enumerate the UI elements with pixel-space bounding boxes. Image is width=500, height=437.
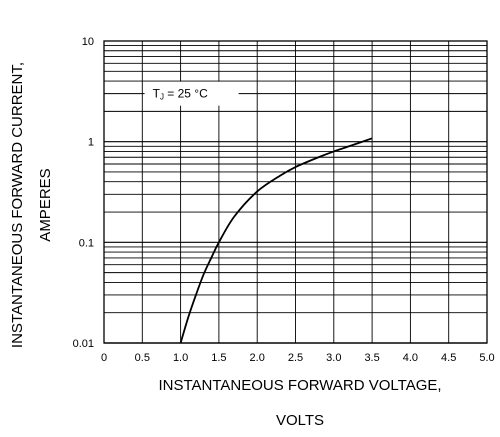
x-tick-label: 3.5 [364, 352, 379, 364]
y-axis-title-line2: AMPERES [37, 168, 54, 241]
temperature-annotation-box [144, 81, 239, 106]
annotation-layer: TJ = 25 °C [144, 81, 239, 106]
x-axis-title-line1: INSTANTANEOUS FORWARD VOLTAGE, [158, 377, 441, 394]
x-tick-labels: 0 0.5 1.0 1.5 2.0 2.5 3.0 3.5 4.0 4.5 5.0 [101, 352, 495, 364]
temperature-annotation-rest: = 25 °C [164, 87, 208, 101]
x-tick-label: 0 [101, 352, 107, 364]
x-tick-label: 2.0 [250, 352, 265, 364]
x-tick-label: 3.0 [326, 352, 341, 364]
x-tick-label: 5.0 [479, 352, 494, 364]
y-tick-label: 10 [82, 36, 94, 48]
y-tick-labels: 0.01 0.1 1 10 [73, 36, 94, 350]
x-tick-label: 1.5 [211, 352, 226, 364]
plot-frame-layer [103, 40, 488, 344]
x-tick-label: 2.5 [288, 352, 303, 364]
y-axis-title-line1: INSTANTANEOUS FORWARD CURRENT, [9, 62, 26, 348]
y-tick-label: 0.1 [79, 237, 94, 249]
temperature-annotation: TJ = 25 °C [153, 87, 209, 102]
temperature-annotation-subscript: J [160, 93, 164, 102]
plot-frame [103, 40, 488, 344]
y-tick-label: 1 [88, 137, 94, 149]
x-axis-title-line2: VOLTS [276, 412, 324, 429]
x-tick-label: 1.0 [173, 352, 188, 364]
x-tick-label: 0.5 [135, 352, 150, 364]
temperature-annotation-main: T [153, 87, 161, 101]
y-tick-label: 0.01 [73, 338, 94, 350]
x-tick-label: 4.0 [403, 352, 418, 364]
forward-current-curve [179, 137, 373, 344]
x-tick-label: 4.5 [441, 352, 456, 364]
series-layer [179, 137, 373, 344]
